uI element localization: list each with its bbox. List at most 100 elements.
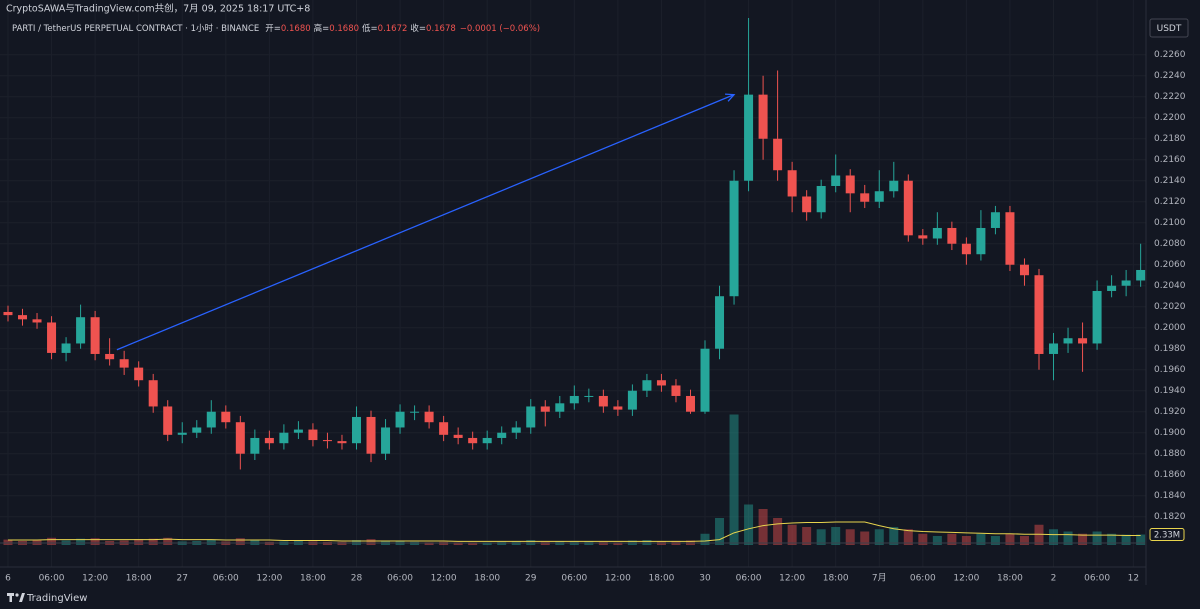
candle-body	[206, 411, 216, 428]
candle-body	[264, 437, 274, 444]
y-tick-label: 0.2140	[1154, 176, 1186, 186]
volume-bar	[816, 529, 826, 545]
volume-last-label: 2.33M	[1154, 531, 1180, 541]
volume-bar	[453, 542, 463, 545]
candle-body	[758, 94, 768, 139]
candle-body	[47, 322, 57, 353]
volume-bar	[468, 542, 478, 545]
x-tick-label: 18:00	[126, 574, 152, 584]
y-tick-label: 0.1920	[1154, 407, 1186, 417]
candle-body	[163, 406, 173, 435]
volume-bar	[889, 527, 899, 545]
y-tick-label: 0.2220	[1154, 92, 1186, 102]
volume-bar	[206, 539, 216, 545]
candle-body	[308, 429, 318, 441]
candle-body	[424, 411, 434, 423]
volume-bar	[235, 538, 245, 545]
candle-body	[279, 432, 289, 444]
volume-bar	[903, 529, 913, 545]
candle-body	[700, 348, 710, 412]
candle-body	[860, 193, 870, 202]
volume-bar	[1063, 531, 1073, 545]
x-tick-label: 06:00	[561, 574, 587, 584]
volume-bar	[932, 536, 942, 545]
y-tick-label: 0.2180	[1154, 134, 1186, 144]
candle-body	[787, 170, 797, 197]
x-tick-label: 12:00	[431, 574, 457, 584]
candle-body	[627, 390, 637, 410]
candle-layer	[3, 18, 1146, 470]
x-tick-label: 6	[5, 574, 11, 584]
x-tick-label: 12:00	[605, 574, 631, 584]
candle-body	[76, 317, 86, 344]
candle-body	[1049, 343, 1059, 354]
volume-bar	[947, 533, 957, 545]
candle-body	[540, 406, 550, 412]
volume-bar	[482, 542, 492, 545]
candle-body	[715, 296, 725, 349]
candle-body	[1078, 338, 1088, 344]
y-tick-label: 0.1840	[1154, 491, 1186, 501]
volume-bar	[1005, 533, 1015, 545]
candle-body	[729, 180, 739, 297]
y-tick-label: 0.1980	[1154, 344, 1186, 354]
y-tick-label: 0.2160	[1154, 155, 1186, 165]
x-tick-label: 12:00	[779, 574, 805, 584]
volume-bar	[1107, 533, 1117, 545]
candle-body	[932, 227, 942, 239]
candle-body	[453, 434, 463, 438]
volume-bar	[990, 536, 1000, 545]
footer	[0, 586, 1200, 609]
y-tick-label: 0.2060	[1154, 260, 1186, 270]
candle-body	[381, 427, 391, 454]
x-tick-label: 18:00	[648, 574, 674, 584]
volume-bar	[1019, 536, 1029, 545]
volume-bar	[773, 518, 783, 545]
candle-body	[845, 175, 855, 194]
legend-field-value: 0.1672	[378, 24, 408, 34]
y-tick-label: 0.2240	[1154, 71, 1186, 81]
candle-body	[177, 432, 187, 435]
volume-bar	[1121, 534, 1131, 545]
tradingview-logo	[7, 593, 25, 602]
x-tick-label: 12:00	[82, 574, 108, 584]
x-tick-label: 18:00	[474, 574, 500, 584]
volume-bar	[76, 538, 86, 545]
y-tick-label: 0.1940	[1154, 386, 1186, 396]
x-tick-label: 06:00	[910, 574, 936, 584]
volume-bar	[47, 537, 57, 545]
x-tick-label: 18:00	[300, 574, 326, 584]
volume-bar	[831, 527, 841, 545]
candle-body	[671, 385, 681, 396]
candle-body	[221, 411, 231, 423]
x-tick-label: 18:00	[997, 574, 1023, 584]
candle-body	[903, 180, 913, 236]
y-tick-label: 0.1860	[1154, 470, 1186, 480]
y-tick-label: 0.2100	[1154, 218, 1186, 228]
volume-bar	[787, 524, 797, 545]
legend-change: −0.0001 (−0.06%)	[460, 24, 540, 34]
x-tick-label: 7月	[872, 573, 887, 584]
y-tick-label: 0.1880	[1154, 449, 1186, 459]
volume-ma-line	[7, 521, 1141, 542]
candle-body	[235, 422, 245, 454]
candle-body	[148, 380, 158, 407]
x-tick-label: 18:00	[823, 574, 849, 584]
price-axis-bg	[1146, 0, 1200, 585]
candle-body	[526, 406, 536, 428]
volume-bar	[961, 536, 971, 545]
currency-box	[1149, 18, 1189, 38]
volume-bar	[3, 539, 13, 545]
candle-body	[1121, 280, 1131, 286]
candle-body	[555, 403, 565, 412]
volume-bar	[744, 504, 754, 545]
trend-line	[116, 94, 735, 351]
volume-bar	[163, 537, 173, 545]
legend-field-value: 0.1680	[329, 24, 359, 34]
candle-body	[1136, 269, 1146, 281]
candle-body	[802, 196, 812, 213]
volume-bar	[802, 527, 812, 545]
candle-body	[511, 427, 521, 433]
x-tick-label: 12	[1128, 574, 1139, 584]
